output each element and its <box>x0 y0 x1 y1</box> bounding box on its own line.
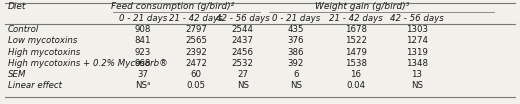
Text: 1479: 1479 <box>345 48 367 56</box>
Text: 2565: 2565 <box>185 36 207 45</box>
Text: 21 - 42 days: 21 - 42 days <box>329 14 383 23</box>
Text: 2797: 2797 <box>185 25 207 34</box>
Text: 1678: 1678 <box>345 25 367 34</box>
Text: 908: 908 <box>135 25 151 34</box>
Text: Control: Control <box>8 25 39 34</box>
Text: 1522: 1522 <box>345 36 367 45</box>
Text: 2456: 2456 <box>232 48 254 56</box>
Text: 0.05: 0.05 <box>187 81 206 90</box>
Text: 923: 923 <box>135 48 151 56</box>
Text: SEM: SEM <box>8 70 26 79</box>
Text: NS: NS <box>411 81 423 90</box>
Text: 435: 435 <box>288 25 304 34</box>
Text: NSᵃ: NSᵃ <box>135 81 150 90</box>
Text: 2392: 2392 <box>185 48 207 56</box>
Text: 841: 841 <box>135 36 151 45</box>
Text: 27: 27 <box>237 70 248 79</box>
Text: 0 - 21 days: 0 - 21 days <box>119 14 167 23</box>
Text: Low mycotoxins: Low mycotoxins <box>8 36 77 45</box>
Text: 392: 392 <box>288 59 304 68</box>
Text: Linear effect: Linear effect <box>8 81 62 90</box>
Text: 386: 386 <box>288 48 304 56</box>
Text: 1538: 1538 <box>345 59 367 68</box>
Text: 2437: 2437 <box>232 36 254 45</box>
Text: 21 - 42 days: 21 - 42 days <box>170 14 223 23</box>
Text: NS: NS <box>237 81 249 90</box>
Text: 37: 37 <box>137 70 148 79</box>
Text: NS: NS <box>290 81 302 90</box>
Text: 1319: 1319 <box>406 48 428 56</box>
Text: 0 - 21 days: 0 - 21 days <box>271 14 320 23</box>
Text: 376: 376 <box>288 36 304 45</box>
Text: 60: 60 <box>191 70 202 79</box>
Text: 42 - 56 days: 42 - 56 days <box>216 14 269 23</box>
Text: Feed consumption (g/bird)²: Feed consumption (g/bird)² <box>111 2 234 11</box>
Text: 0.04: 0.04 <box>346 81 366 90</box>
Text: Weight gain (g/bird)³: Weight gain (g/bird)³ <box>315 2 410 11</box>
Text: High mycotoxins: High mycotoxins <box>8 48 80 56</box>
Text: 2532: 2532 <box>232 59 254 68</box>
Text: 2472: 2472 <box>185 59 207 68</box>
Text: 2544: 2544 <box>232 25 254 34</box>
Text: 1274: 1274 <box>406 36 428 45</box>
Text: 1348: 1348 <box>406 59 428 68</box>
Text: Diet: Diet <box>8 2 26 11</box>
Text: 13: 13 <box>411 70 422 79</box>
Text: 6: 6 <box>293 70 298 79</box>
Text: 968: 968 <box>135 59 151 68</box>
Text: 42 - 56 days: 42 - 56 days <box>390 14 444 23</box>
Text: High mycotoxins + 0.2% Mycosorb®: High mycotoxins + 0.2% Mycosorb® <box>8 59 167 68</box>
Text: 16: 16 <box>350 70 361 79</box>
Text: 1303: 1303 <box>406 25 428 34</box>
